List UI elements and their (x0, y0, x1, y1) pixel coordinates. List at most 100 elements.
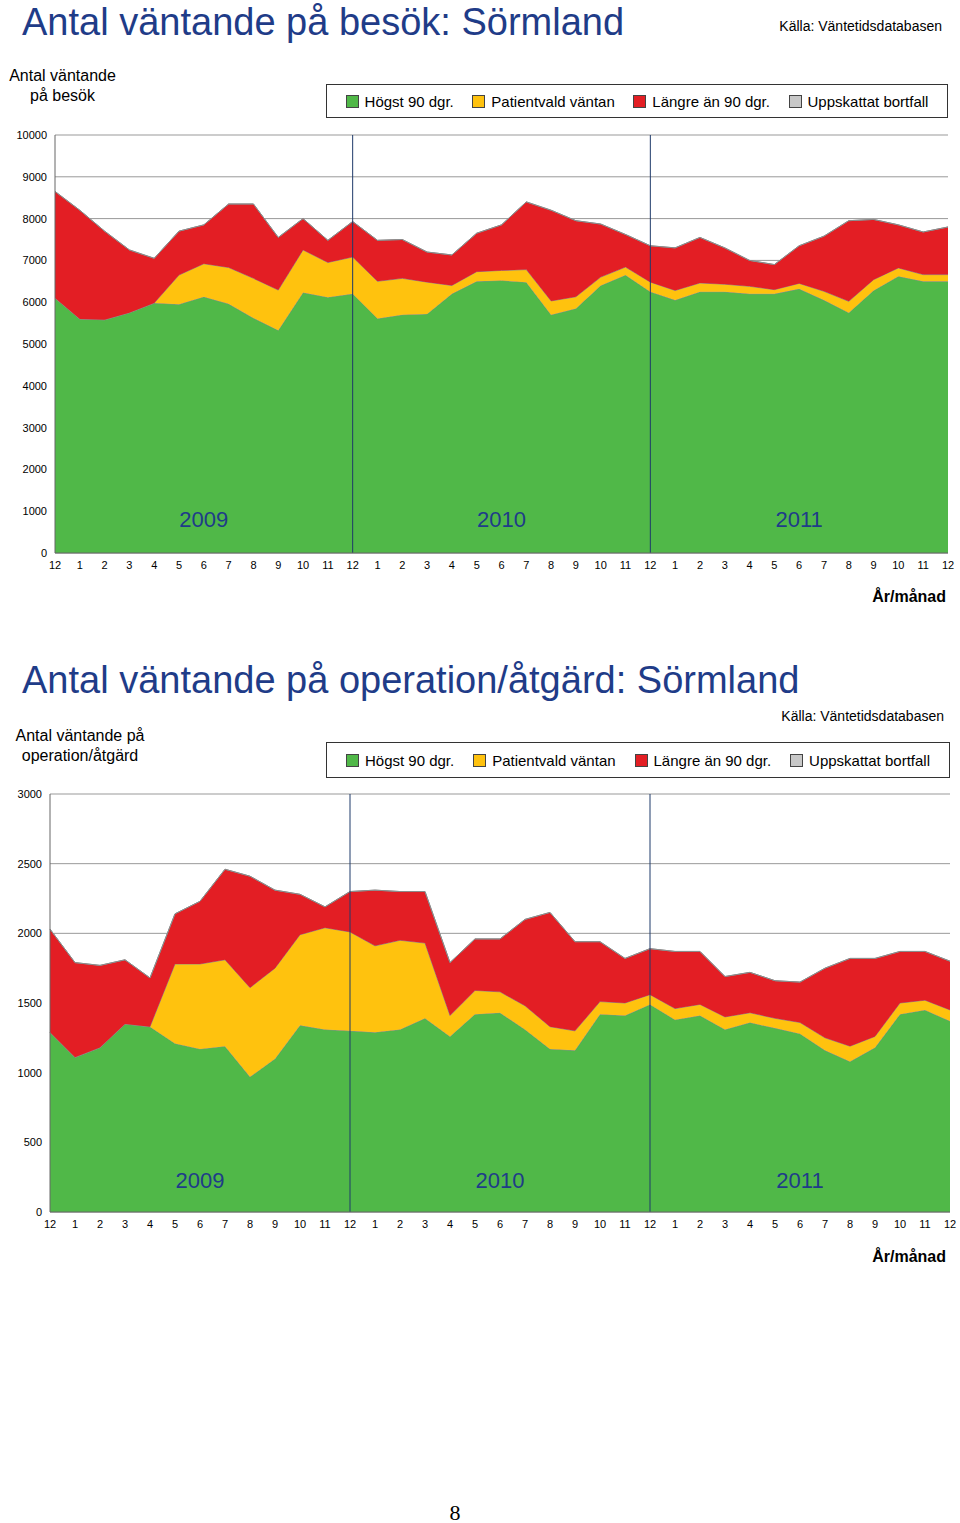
svg-text:4: 4 (747, 1218, 753, 1230)
svg-text:5: 5 (176, 559, 182, 571)
svg-text:1000: 1000 (23, 505, 47, 517)
svg-text:3: 3 (126, 559, 132, 571)
svg-text:8: 8 (548, 559, 554, 571)
svg-text:4: 4 (151, 559, 157, 571)
svg-text:9: 9 (872, 1218, 878, 1230)
svg-text:500: 500 (24, 1136, 42, 1148)
svg-text:2010: 2010 (476, 1168, 525, 1193)
svg-text:12: 12 (347, 559, 359, 571)
svg-text:5: 5 (474, 559, 480, 571)
svg-text:1: 1 (672, 1218, 678, 1230)
svg-text:11: 11 (620, 559, 631, 571)
svg-text:10: 10 (892, 559, 904, 571)
svg-text:10: 10 (595, 559, 607, 571)
svg-text:4: 4 (746, 559, 752, 571)
svg-text:2000: 2000 (18, 927, 42, 939)
svg-text:5000: 5000 (23, 338, 47, 350)
svg-text:2: 2 (397, 1218, 403, 1230)
svg-text:11: 11 (919, 1218, 930, 1230)
svg-text:2: 2 (399, 559, 405, 571)
svg-text:12: 12 (49, 559, 61, 571)
svg-text:6: 6 (201, 559, 207, 571)
svg-text:6: 6 (497, 1218, 503, 1230)
svg-text:5: 5 (472, 1218, 478, 1230)
svg-text:8: 8 (250, 559, 256, 571)
svg-text:2: 2 (697, 1218, 703, 1230)
html-text:Antal väntande på operation/åt: Antal väntande på operation/åtgärd: Sörm… (22, 659, 800, 701)
svg-text:8: 8 (847, 1218, 853, 1230)
svg-text:0: 0 (36, 1206, 42, 1218)
svg-text:3000: 3000 (23, 422, 47, 434)
svg-text:11: 11 (917, 559, 928, 571)
svg-text:7: 7 (522, 1218, 528, 1230)
svg-text:12: 12 (944, 1218, 952, 1230)
svg-text:1500: 1500 (18, 997, 42, 1009)
svg-text:2010: 2010 (477, 507, 526, 532)
svg-text:7: 7 (226, 559, 232, 571)
svg-text:8: 8 (547, 1218, 553, 1230)
svg-text:1: 1 (372, 1218, 378, 1230)
svg-text:2011: 2011 (776, 1168, 823, 1193)
svg-text:2009: 2009 (179, 507, 228, 532)
svg-text:8: 8 (846, 559, 852, 571)
svg-text:3: 3 (422, 1218, 428, 1230)
svg-text:11: 11 (319, 1218, 330, 1230)
svg-text:12: 12 (644, 559, 656, 571)
svg-text:3: 3 (722, 1218, 728, 1230)
svg-text:7: 7 (822, 1218, 828, 1230)
svg-text:4: 4 (447, 1218, 453, 1230)
svg-text:2: 2 (97, 1218, 103, 1230)
svg-text:7: 7 (222, 1218, 228, 1230)
svg-text:2011: 2011 (776, 507, 823, 532)
svg-text:1000: 1000 (18, 1067, 42, 1079)
svg-text:5: 5 (172, 1218, 178, 1230)
svg-text:3000: 3000 (18, 788, 42, 800)
svg-text:6000: 6000 (23, 296, 47, 308)
svg-text:1: 1 (672, 559, 678, 571)
svg-text:9: 9 (871, 559, 877, 571)
svg-text:7000: 7000 (23, 254, 47, 266)
html-text:Antal väntande på besök: Sörml: Antal väntande på besök: Sörmland (22, 1, 625, 43)
svg-text:5: 5 (772, 1218, 778, 1230)
svg-text:7: 7 (821, 559, 827, 571)
svg-text:10000: 10000 (16, 129, 47, 141)
svg-text:6: 6 (498, 559, 504, 571)
svg-text:2000: 2000 (23, 463, 47, 475)
svg-text:9: 9 (272, 1218, 278, 1230)
svg-text:4000: 4000 (23, 380, 47, 392)
svg-text:9: 9 (275, 559, 281, 571)
svg-text:9000: 9000 (23, 171, 47, 183)
svg-text:12: 12 (44, 1218, 56, 1230)
svg-text:11: 11 (322, 559, 333, 571)
svg-text:2009: 2009 (176, 1168, 225, 1193)
svg-text:7: 7 (523, 559, 529, 571)
svg-text:10: 10 (294, 1218, 306, 1230)
svg-text:3: 3 (722, 559, 728, 571)
svg-text:12: 12 (644, 1218, 656, 1230)
svg-text:9: 9 (572, 1218, 578, 1230)
svg-text:3: 3 (122, 1218, 128, 1230)
svg-text:6: 6 (197, 1218, 203, 1230)
svg-text:12: 12 (344, 1218, 356, 1230)
svg-text:4: 4 (449, 559, 455, 571)
svg-text:5: 5 (771, 559, 777, 571)
svg-text:2: 2 (697, 559, 703, 571)
svg-text:4: 4 (147, 1218, 153, 1230)
svg-text:8000: 8000 (23, 213, 47, 225)
svg-text:6: 6 (796, 559, 802, 571)
svg-text:11: 11 (619, 1218, 630, 1230)
svg-text:12: 12 (942, 559, 952, 571)
svg-text:1: 1 (374, 559, 380, 571)
svg-text:2500: 2500 (18, 858, 42, 870)
svg-text:9: 9 (573, 559, 579, 571)
svg-text:10: 10 (594, 1218, 606, 1230)
svg-text:1: 1 (72, 1218, 78, 1230)
svg-text:6: 6 (797, 1218, 803, 1230)
svg-text:8: 8 (247, 1218, 253, 1230)
svg-text:3: 3 (424, 559, 430, 571)
svg-text:10: 10 (297, 559, 309, 571)
svg-text:1: 1 (77, 559, 83, 571)
svg-text:0: 0 (41, 547, 47, 559)
svg-text:2: 2 (102, 559, 108, 571)
svg-text:10: 10 (894, 1218, 906, 1230)
